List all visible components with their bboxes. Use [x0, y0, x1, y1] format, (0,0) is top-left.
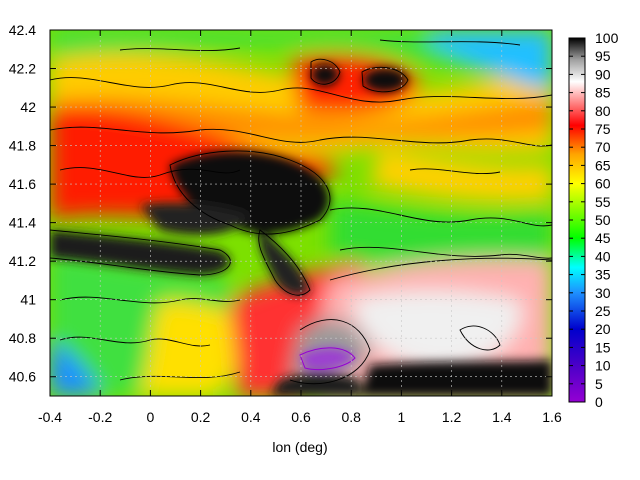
x-tick-label: 0.2 [191, 409, 211, 425]
x-tick-label: 0.8 [341, 409, 361, 425]
y-tick-label: 42.2 [9, 61, 36, 77]
x-tick-label: 1.2 [442, 409, 462, 425]
colorbar-tick-label: 40 [595, 248, 611, 264]
y-tick-label: 40.8 [9, 330, 36, 346]
x-axis: -0.4 -0.2 0 0.2 0.4 0.6 0.8 1 1.2 1.4 1.6 [38, 30, 562, 425]
colorbar-tick-label: 10 [595, 358, 611, 374]
y-tick-label: 42.4 [9, 22, 36, 38]
y-tick-label: 41.8 [9, 138, 36, 154]
colorbar-tick-label: 30 [595, 285, 611, 301]
x-tick-label: 1.4 [492, 409, 512, 425]
x-tick-label: 0.6 [291, 409, 311, 425]
x-tick-label: -0.4 [38, 409, 62, 425]
y-tick-label: 42 [20, 99, 36, 115]
colorbar: 0 5 10 15 20 25 30 35 40 45 50 55 60 65 70 75 80 85 90 95 10… [568, 30, 619, 410]
colorbar-tick-label: 95 [595, 48, 611, 64]
colorbar-tick-label: 50 [595, 212, 611, 228]
y-tick-label: 41.6 [9, 176, 36, 192]
x-tick-label: 0.4 [241, 409, 261, 425]
colorbar-tick-label: 60 [595, 176, 611, 192]
colorbar-tick-label: 5 [595, 376, 603, 392]
colorbar-ticks: 0 5 10 15 20 25 30 35 40 45 50 55 60 65 70 75 80 85 90 95 10… [569, 30, 619, 410]
y-tick-label: 41.2 [9, 253, 36, 269]
x-tick-label: 1 [398, 409, 406, 425]
colorbar-tick-label: 35 [595, 267, 611, 283]
colorbar-tick-label: 65 [595, 157, 611, 173]
colorbar-tick-label: 75 [595, 121, 611, 137]
x-tick-label: 0 [147, 409, 155, 425]
x-axis-label: lon (deg) [272, 439, 327, 455]
colorbar-tick-label: 100 [595, 30, 619, 46]
colorbar-tick-label: 45 [595, 230, 611, 246]
x-tick-label: -0.2 [88, 409, 112, 425]
colorbar-tick-label: 25 [595, 303, 611, 319]
y-tick-label: 41.4 [9, 215, 36, 231]
colorbar-tick-label: 20 [595, 321, 611, 337]
colorbar-tick-label: 55 [595, 194, 611, 210]
colorbar-tick-label: 90 [595, 66, 611, 82]
contour-lines [50, 39, 552, 385]
y-axis: 40.6 40.8 41 41.2 41.4 41.6 41.8 42 42.2 42.4 [9, 22, 552, 385]
y-tick-label: 41 [20, 292, 36, 308]
y-tick-label: 40.6 [9, 369, 36, 385]
colorbar-tick-label: 85 [595, 85, 611, 101]
colorbar-tick-label: 80 [595, 103, 611, 119]
colorbar-tick-label: 15 [595, 339, 611, 355]
colorbar-tick-label: 0 [595, 394, 603, 410]
grid-lines [50, 30, 552, 396]
x-tick-label: 1.6 [542, 409, 562, 425]
colorbar-tick-label: 70 [595, 139, 611, 155]
